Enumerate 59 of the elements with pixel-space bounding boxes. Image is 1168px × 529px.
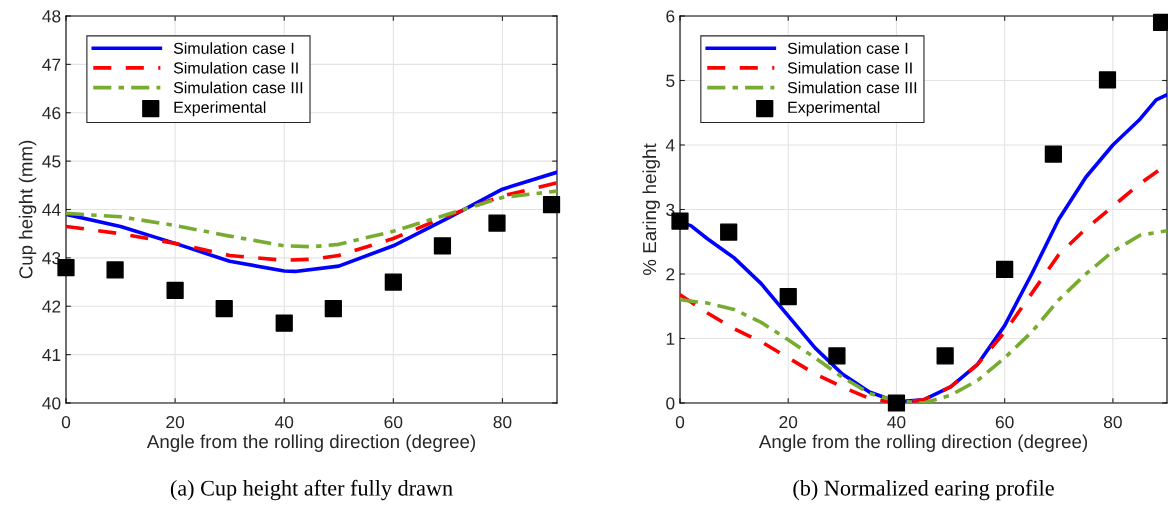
point: [1098, 71, 1117, 89]
x-tick-label: 60: [384, 415, 403, 429]
point: [779, 287, 797, 306]
text: (a) Cup height after fully drawn: [170, 479, 453, 501]
point: [384, 273, 402, 291]
x-tick-label: 60: [995, 415, 1014, 429]
x-axis-title: Angle from the rolling direction (degree): [758, 434, 1088, 452]
x-tick-label: 80: [493, 415, 512, 429]
y-tick-label: 46: [42, 106, 61, 120]
x-tick-label: 40: [887, 415, 906, 429]
y-tick-label: 41: [42, 348, 61, 361]
point: [1044, 145, 1062, 163]
x-tick-label: 40: [274, 415, 294, 429]
y-axis-title: Cup height (mm): [18, 140, 37, 279]
y-tick-label: 4: [665, 139, 675, 152]
text: (b) Normalized earing profile: [793, 479, 1054, 501]
x-tick-label: 0: [675, 415, 685, 429]
y-tick-label: 44: [42, 203, 61, 216]
x-tick-label: 0: [61, 415, 71, 429]
point: [488, 214, 506, 232]
point: [166, 281, 184, 299]
y-axis-title: % Earing height: [642, 143, 660, 276]
point: [1152, 13, 1168, 32]
point: [720, 223, 738, 241]
point: [275, 314, 293, 332]
x-axis-title: Angle from the rolling direction (degree): [146, 434, 476, 452]
point: [542, 196, 561, 214]
legend-label: Simulation case II: [787, 61, 912, 74]
point: [887, 394, 906, 412]
point: [996, 260, 1014, 279]
y-tick-label: 47: [42, 58, 61, 71]
legend-label: Simulation case II: [173, 61, 298, 74]
point: [215, 300, 233, 318]
y-tick-label: 45: [42, 155, 61, 168]
legend-label: Simulation case III: [173, 81, 303, 94]
y-tick-label: 0: [666, 397, 675, 410]
legend-label: Simulation case III: [787, 81, 917, 94]
y-tick-label: 40: [42, 397, 61, 410]
line-series: [66, 189, 557, 249]
x-tick-label: 20: [779, 415, 798, 429]
y-tick-label: 1: [666, 332, 675, 345]
point: [433, 237, 452, 255]
y-tick-label: 42: [42, 300, 61, 313]
y-tick-label: 2: [666, 268, 675, 281]
legend-label: Simulation case I: [173, 42, 294, 54]
point: [936, 347, 954, 365]
line-series: [66, 170, 557, 274]
point: [324, 300, 342, 318]
legend-label: Simulation case I: [787, 42, 908, 54]
legend-label: Experimental: [788, 101, 880, 117]
line-series: [66, 181, 557, 263]
point: [106, 261, 124, 279]
y-tick-label: 48: [42, 10, 61, 23]
legend-label: Experimental: [174, 101, 266, 117]
x-tick-label: 20: [166, 415, 185, 429]
point: [828, 347, 846, 365]
y-tick-label: 6: [666, 10, 675, 23]
x-tick-label: 80: [1103, 415, 1122, 429]
y-tick-label: 5: [666, 74, 675, 87]
